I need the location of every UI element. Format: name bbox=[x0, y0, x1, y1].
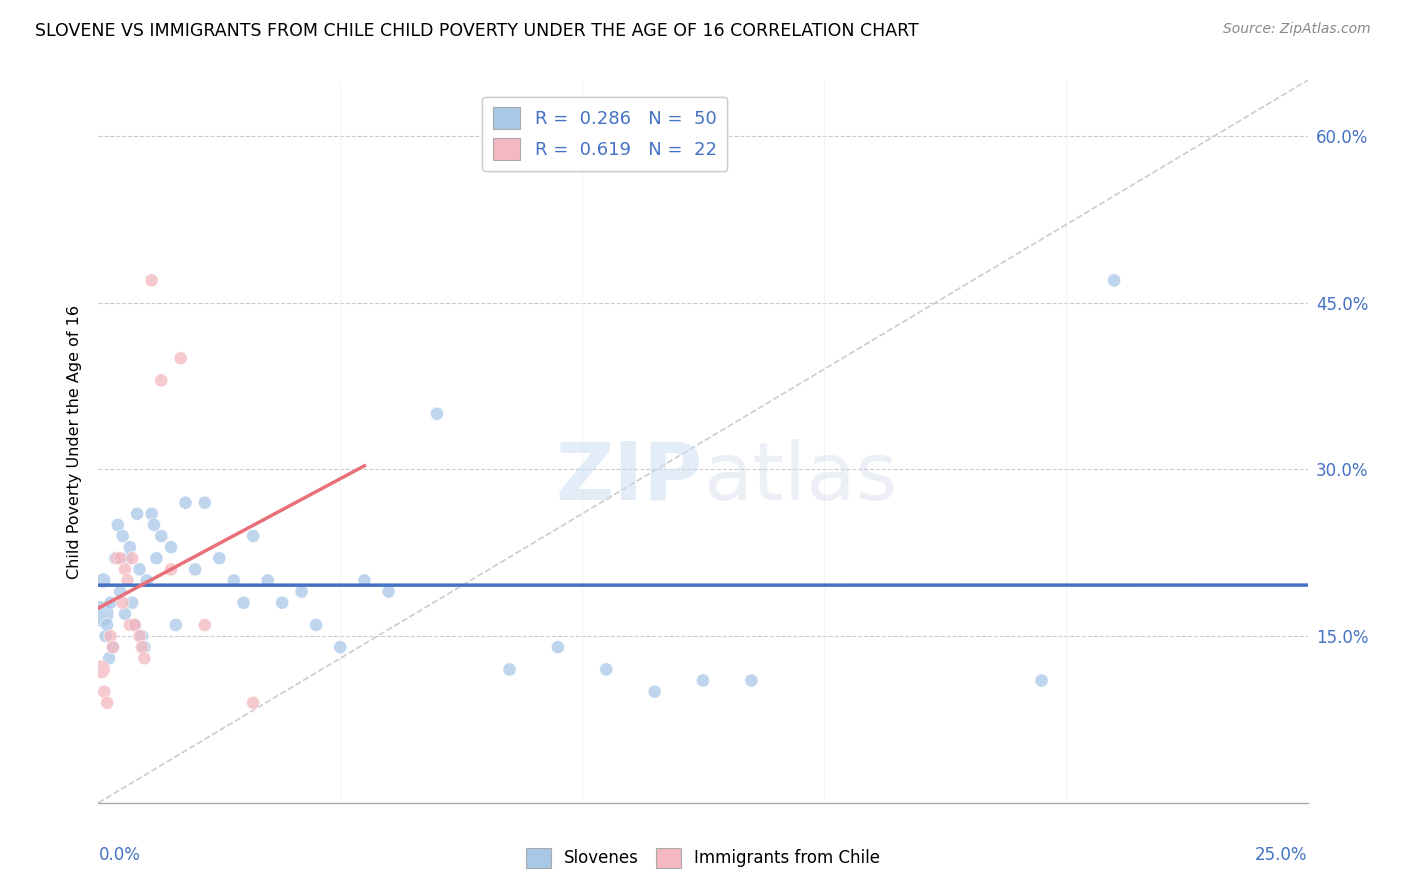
Point bbox=[145, 551, 167, 566]
Point bbox=[256, 574, 278, 588]
Point bbox=[96, 696, 118, 710]
Text: SLOVENE VS IMMIGRANTS FROM CHILE CHILD POVERTY UNDER THE AGE OF 16 CORRELATION C: SLOVENE VS IMMIGRANTS FROM CHILE CHILD P… bbox=[35, 22, 920, 40]
Point bbox=[98, 651, 121, 665]
Point bbox=[100, 629, 122, 643]
Point bbox=[114, 607, 136, 621]
Point bbox=[134, 651, 156, 665]
Point bbox=[131, 629, 153, 643]
Point bbox=[128, 562, 150, 576]
Point bbox=[90, 607, 112, 621]
Point bbox=[377, 584, 399, 599]
Point bbox=[128, 629, 150, 643]
Point bbox=[160, 562, 183, 576]
Point bbox=[127, 507, 149, 521]
Legend: R =  0.286   N =  50, R =  0.619   N =  22: R = 0.286 N = 50, R = 0.619 N = 22 bbox=[482, 96, 727, 171]
Point bbox=[595, 662, 617, 676]
Point bbox=[232, 596, 254, 610]
Point bbox=[150, 373, 173, 387]
Point bbox=[131, 640, 153, 655]
Point bbox=[160, 540, 183, 554]
Point bbox=[117, 574, 139, 588]
Point bbox=[1102, 273, 1125, 287]
Point bbox=[124, 618, 146, 632]
Point bbox=[108, 584, 131, 599]
Point bbox=[94, 629, 117, 643]
Point bbox=[165, 618, 187, 632]
Point bbox=[105, 551, 128, 566]
Point bbox=[118, 618, 141, 632]
Point bbox=[121, 596, 143, 610]
Point bbox=[121, 551, 143, 566]
Point bbox=[305, 618, 328, 632]
Point bbox=[135, 574, 157, 588]
Point bbox=[169, 351, 191, 366]
Y-axis label: Child Poverty Under the Age of 16: Child Poverty Under the Age of 16 bbox=[67, 304, 83, 579]
Point bbox=[150, 529, 173, 543]
Text: 25.0%: 25.0% bbox=[1256, 847, 1308, 864]
Point bbox=[141, 507, 163, 521]
Point bbox=[692, 673, 714, 688]
Point bbox=[242, 696, 264, 710]
Point bbox=[96, 618, 118, 632]
Point bbox=[498, 662, 520, 676]
Point bbox=[91, 574, 114, 588]
Point bbox=[194, 496, 217, 510]
Point bbox=[242, 529, 264, 543]
Point bbox=[108, 551, 131, 566]
Point bbox=[93, 684, 115, 698]
Point bbox=[111, 529, 134, 543]
Point bbox=[101, 640, 124, 655]
Point bbox=[117, 551, 139, 566]
Point bbox=[329, 640, 352, 655]
Point bbox=[124, 618, 146, 632]
Point bbox=[208, 551, 231, 566]
Point bbox=[141, 273, 163, 287]
Point bbox=[143, 517, 166, 532]
Point bbox=[174, 496, 197, 510]
Point bbox=[194, 618, 217, 632]
Point bbox=[184, 562, 207, 576]
Point bbox=[222, 574, 245, 588]
Point bbox=[426, 407, 449, 421]
Point bbox=[290, 584, 312, 599]
Point bbox=[111, 596, 134, 610]
Point bbox=[271, 596, 294, 610]
Point bbox=[118, 540, 141, 554]
Text: Source: ZipAtlas.com: Source: ZipAtlas.com bbox=[1223, 22, 1371, 37]
Point bbox=[100, 596, 122, 610]
Point bbox=[114, 562, 136, 576]
Point bbox=[104, 551, 127, 566]
Point bbox=[547, 640, 569, 655]
Legend: Slovenes, Immigrants from Chile: Slovenes, Immigrants from Chile bbox=[519, 841, 887, 875]
Text: ZIP: ZIP bbox=[555, 439, 703, 516]
Point bbox=[740, 673, 762, 688]
Text: atlas: atlas bbox=[703, 439, 897, 516]
Point bbox=[1031, 673, 1053, 688]
Text: 0.0%: 0.0% bbox=[98, 847, 141, 864]
Point bbox=[644, 684, 666, 698]
Point bbox=[90, 662, 112, 676]
Point bbox=[107, 517, 129, 532]
Point bbox=[353, 574, 375, 588]
Point bbox=[134, 640, 156, 655]
Point bbox=[101, 640, 124, 655]
